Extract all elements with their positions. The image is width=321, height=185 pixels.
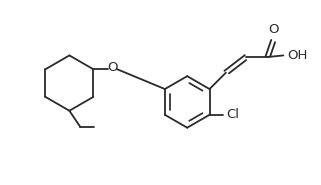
Text: OH: OH	[287, 49, 308, 62]
Text: O: O	[268, 23, 279, 36]
Text: O: O	[108, 61, 118, 75]
Text: Cl: Cl	[226, 108, 239, 121]
